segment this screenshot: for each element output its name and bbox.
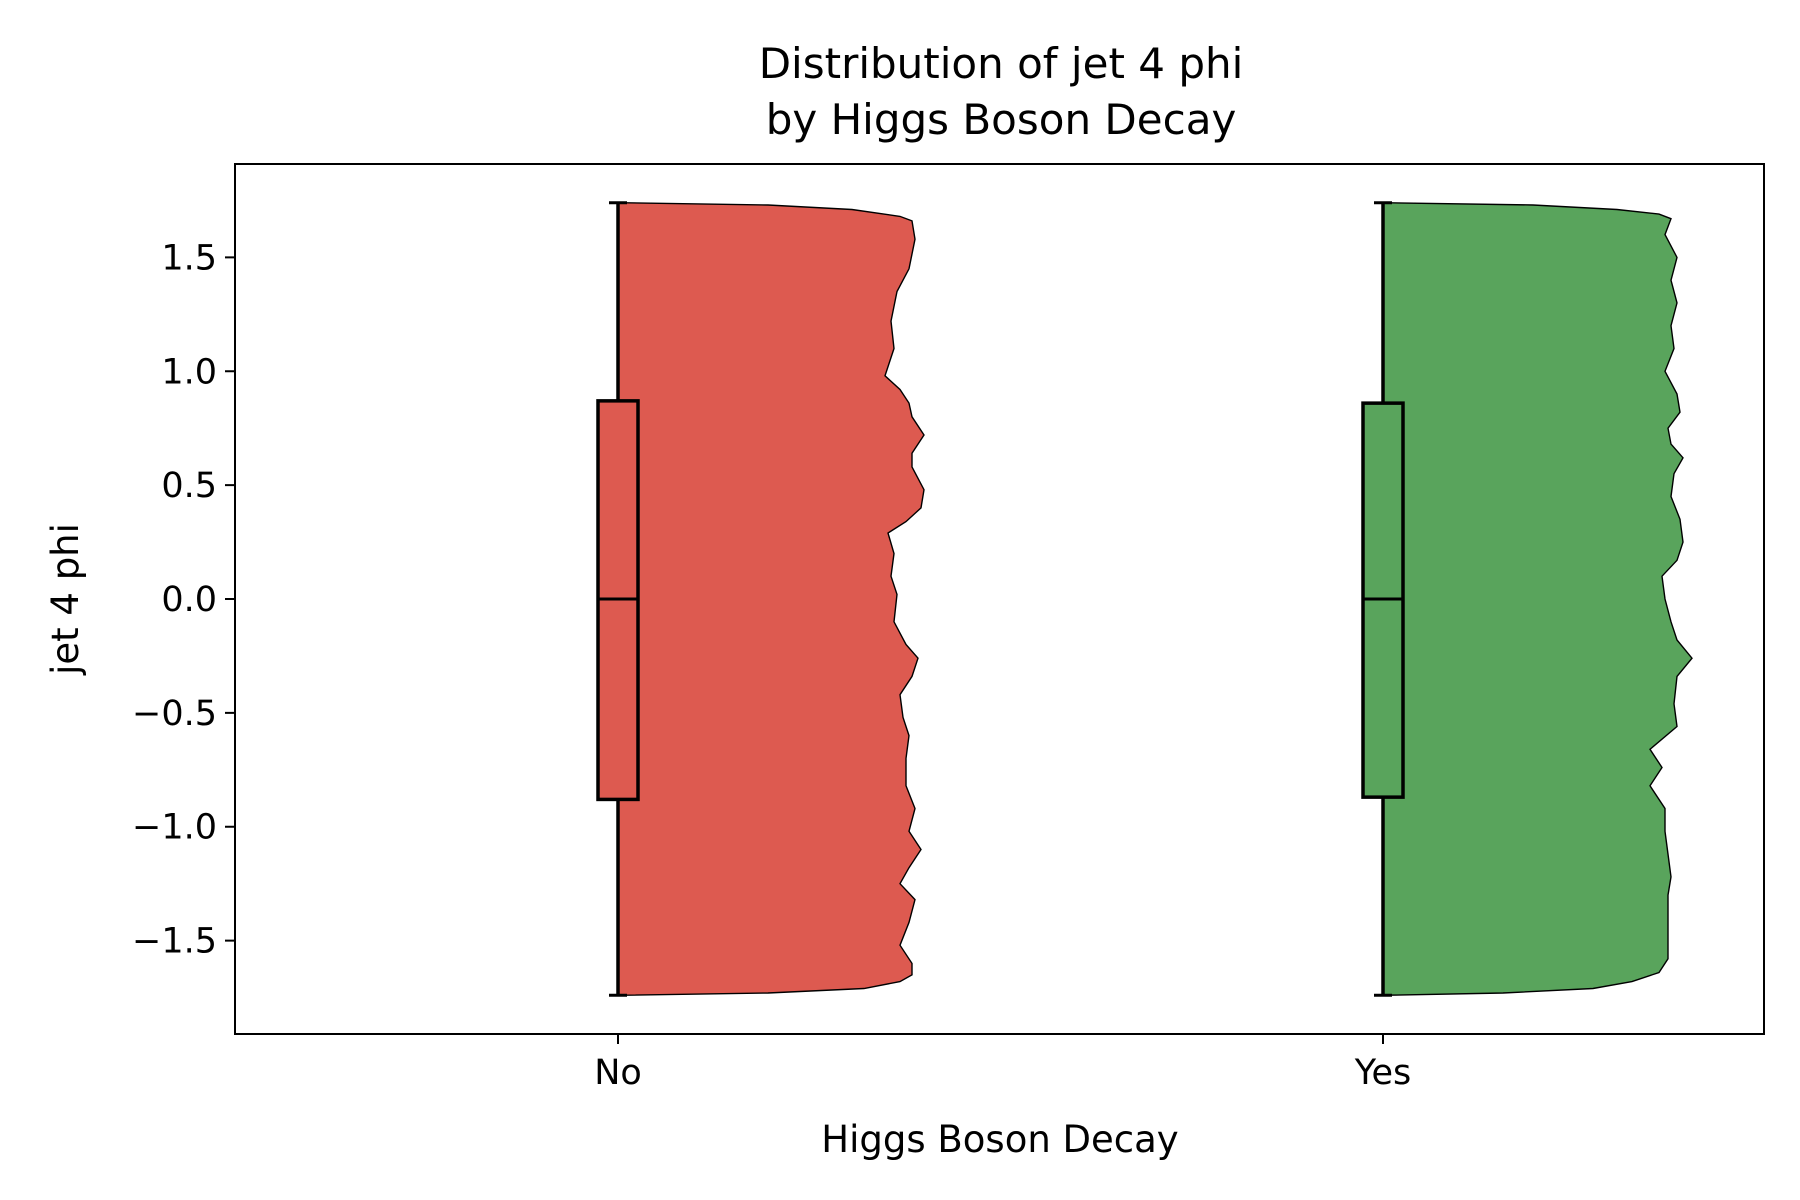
x-tick-label-yes: Yes bbox=[1354, 1053, 1412, 1093]
y-axis-label: jet 4 phi bbox=[44, 523, 87, 676]
y-tick-label: −0.5 bbox=[132, 694, 217, 734]
y-tick-label: 1.0 bbox=[161, 352, 217, 392]
y-axis-ticks: 1.5 1.0 0.5 0.0 −0.5 −1.0 −1.5 bbox=[132, 238, 235, 962]
y-tick-label: 0.0 bbox=[161, 580, 217, 620]
violin-yes bbox=[1382, 201, 1693, 997]
x-tick-label-no: No bbox=[594, 1053, 642, 1093]
violin-no bbox=[617, 201, 925, 997]
y-tick-label: −1.5 bbox=[132, 922, 217, 962]
plot-area bbox=[596, 201, 1693, 997]
y-tick-label: 1.5 bbox=[161, 238, 217, 278]
chart-title-line-2: by Higgs Boson Decay bbox=[766, 95, 1237, 144]
y-tick-label: 0.5 bbox=[161, 466, 217, 506]
x-axis-label: Higgs Boson Decay bbox=[821, 1118, 1178, 1161]
x-axis-ticks: No Yes bbox=[594, 1034, 1411, 1093]
chart-title-line-1: Distribution of jet 4 phi bbox=[759, 39, 1244, 88]
y-tick-label: −1.0 bbox=[132, 808, 217, 848]
